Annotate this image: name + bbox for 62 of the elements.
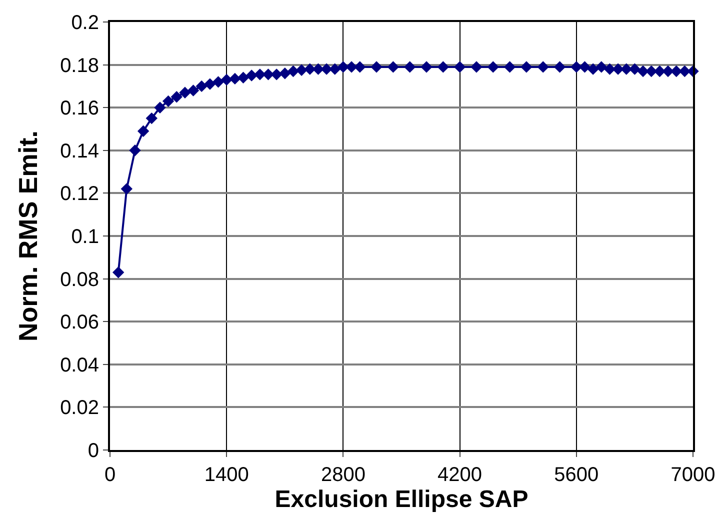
y-tick-label: 0.1 bbox=[71, 226, 99, 248]
point bbox=[504, 61, 516, 73]
point bbox=[296, 64, 308, 76]
point bbox=[329, 63, 341, 75]
point bbox=[404, 61, 416, 73]
point bbox=[304, 63, 316, 75]
point bbox=[246, 70, 258, 82]
x-tick-label: 1400 bbox=[204, 464, 249, 486]
x-tick-label: 4200 bbox=[438, 464, 482, 486]
point bbox=[354, 61, 366, 73]
y-tick-label: 0.06 bbox=[60, 312, 99, 334]
point bbox=[387, 61, 400, 73]
point bbox=[420, 61, 432, 73]
point bbox=[120, 183, 133, 195]
y-axis-title: Norm. RMS Emit. bbox=[12, 130, 43, 342]
y-tick-label: 0.2 bbox=[71, 12, 99, 34]
y-tick-label: 0 bbox=[88, 440, 99, 462]
point bbox=[137, 125, 150, 137]
point bbox=[537, 61, 549, 73]
y-tick-label: 0.16 bbox=[60, 98, 99, 120]
point bbox=[596, 61, 608, 73]
point bbox=[554, 61, 566, 73]
y-tick-label: 0.08 bbox=[60, 268, 99, 291]
y-tick-label: 0.14 bbox=[60, 140, 99, 162]
point bbox=[237, 72, 250, 84]
point bbox=[570, 61, 582, 73]
point bbox=[437, 61, 449, 73]
point bbox=[229, 72, 241, 85]
y-tick-label: 0.12 bbox=[60, 183, 99, 206]
point bbox=[162, 95, 174, 108]
point bbox=[220, 74, 232, 86]
point bbox=[637, 65, 649, 78]
point bbox=[196, 80, 208, 92]
point bbox=[112, 266, 124, 278]
point bbox=[454, 61, 466, 73]
point bbox=[254, 68, 266, 80]
x-tick-label: 0 bbox=[104, 464, 116, 486]
point bbox=[270, 68, 282, 80]
point bbox=[170, 91, 182, 103]
point bbox=[487, 61, 499, 73]
point bbox=[520, 61, 532, 73]
point bbox=[204, 78, 216, 90]
point bbox=[129, 144, 141, 156]
x-tick-label: 5600 bbox=[554, 464, 599, 486]
point bbox=[470, 61, 482, 73]
x-axis-title: Exclusion Ellipse SAP bbox=[274, 486, 528, 513]
x-tick-label: 2800 bbox=[320, 464, 366, 486]
point bbox=[279, 68, 291, 80]
y-tick-label: 0.18 bbox=[60, 54, 99, 77]
x-tick-label: 7000 bbox=[670, 464, 716, 486]
point bbox=[662, 65, 674, 78]
y-tick-label: 0.04 bbox=[60, 354, 99, 376]
point bbox=[212, 76, 224, 88]
point bbox=[187, 84, 200, 96]
y-tick-label: 0.02 bbox=[60, 397, 99, 420]
point bbox=[620, 63, 632, 75]
point bbox=[146, 112, 158, 124]
point bbox=[154, 102, 166, 114]
point bbox=[587, 63, 599, 75]
point bbox=[287, 65, 300, 78]
point bbox=[179, 86, 191, 98]
point bbox=[370, 61, 382, 73]
